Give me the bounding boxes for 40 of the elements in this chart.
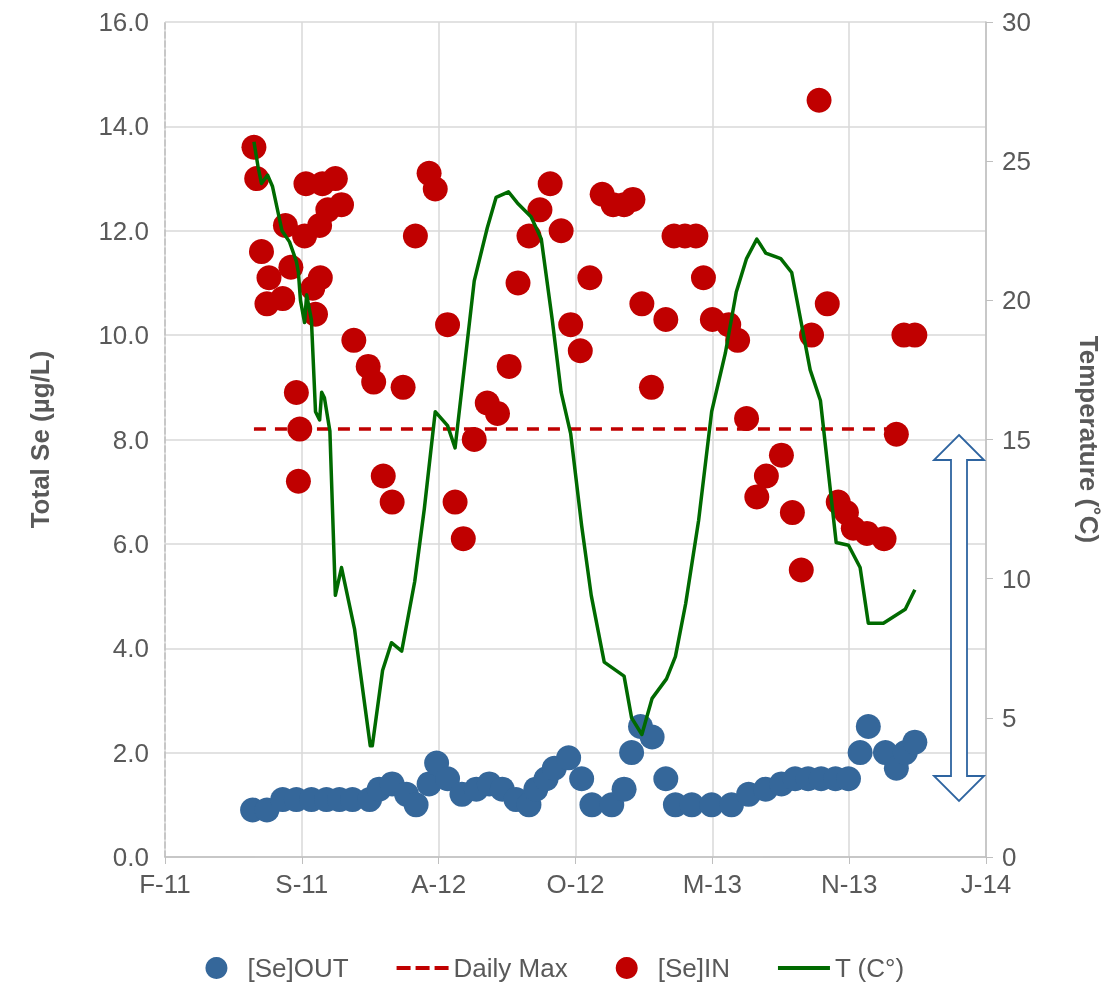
y-tick-label: 0.0 (112, 842, 149, 872)
point (847, 740, 873, 766)
point (639, 724, 665, 750)
y2-tick-label: 10 (1002, 563, 1031, 594)
y-tick-label: 4.0 (112, 633, 149, 664)
legend-label: [Se]IN (657, 953, 730, 983)
y2-tick-label: 25 (1002, 146, 1031, 177)
y2-tick-label: 20 (1002, 285, 1031, 316)
y-tick-label: 10.0 (98, 320, 149, 351)
point (569, 766, 595, 792)
legend-label: [Se]OUT (247, 953, 349, 983)
x-tick-label: M-13 (682, 869, 742, 899)
point (855, 714, 881, 740)
point (556, 745, 582, 771)
y-axis-title: Total Se (µg/L) (25, 350, 55, 529)
y-tick-label: 8.0 (112, 424, 149, 455)
x-tick-label: N-13 (820, 869, 878, 899)
y2-tick-label: 5 (1002, 702, 1017, 733)
y-tick-label: 14.0 (98, 111, 149, 142)
legend-label: T (C°) (834, 953, 905, 983)
y-tick-label: 2.0 (112, 737, 149, 768)
x-tick-label: J-14 (960, 869, 1012, 899)
y2-tick-label: 0 (1002, 842, 1017, 872)
point (611, 776, 637, 802)
y2-tick-label: 15 (1002, 424, 1031, 455)
x-tick-label: A-12 (411, 869, 467, 899)
x-tick-label: O-12 (546, 869, 605, 899)
y-tick-label: 12.0 (98, 215, 149, 246)
point (619, 740, 645, 766)
legend-label: Daily Max (453, 953, 568, 983)
x-tick-label: F-11 (139, 869, 191, 899)
point (403, 792, 429, 818)
y2-tick-label: 30 (1002, 7, 1031, 37)
y-tick-label: 6.0 (112, 528, 149, 559)
y2-axis-title: Temperature (˚C) (1074, 335, 1104, 544)
point (435, 766, 461, 792)
point (653, 766, 679, 792)
x-tick-label: S-11 (275, 869, 329, 899)
point (902, 729, 928, 755)
y-tick-label: 16.0 (98, 7, 149, 37)
